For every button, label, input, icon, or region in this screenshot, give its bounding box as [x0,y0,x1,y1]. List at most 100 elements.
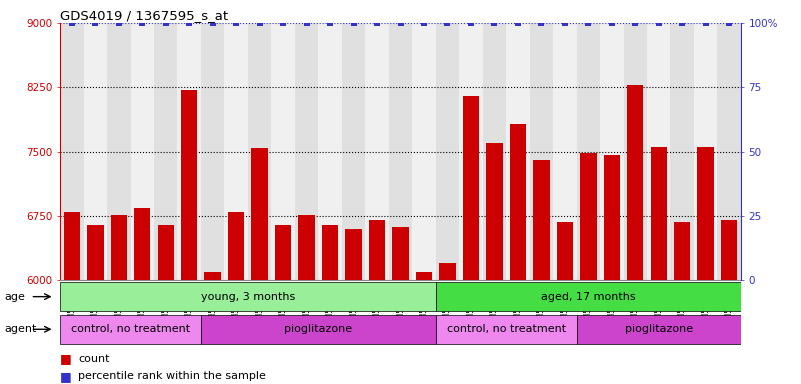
Bar [416,272,433,280]
Point [652,20,665,26]
Point [371,20,384,26]
Bar [463,96,479,280]
Point [300,20,313,26]
Point [512,20,525,26]
Text: age: age [4,291,25,302]
Bar [650,147,667,280]
Text: ■: ■ [60,353,72,366]
Bar [204,272,221,280]
Point [276,20,289,26]
Bar [224,23,248,280]
Bar [436,282,741,311]
Bar [60,23,83,280]
Point [441,20,454,26]
Bar [178,23,201,280]
Point [394,20,407,26]
Bar [486,143,503,280]
Bar [181,90,197,280]
Point [136,20,149,26]
Point [324,20,336,26]
Bar [647,23,670,280]
Bar [623,23,647,280]
Bar [134,208,151,280]
Point [347,20,360,26]
Bar [131,23,154,280]
Bar [201,314,436,344]
Point [465,20,477,26]
Text: agent: agent [4,324,36,334]
Bar [674,222,690,280]
Bar [368,220,385,280]
Point [629,20,642,26]
Bar [604,155,620,280]
Bar [158,225,174,280]
Bar [107,23,131,280]
Bar [557,222,573,280]
Bar [248,23,272,280]
Text: GDS4019 / 1367595_s_at: GDS4019 / 1367595_s_at [60,9,228,22]
Point [230,20,243,26]
Text: young, 3 months: young, 3 months [201,291,295,302]
Bar [483,23,506,280]
Bar [295,23,318,280]
Bar [60,314,201,344]
Bar [413,23,436,280]
Text: count: count [78,354,110,364]
Bar [580,153,597,280]
Bar [87,225,103,280]
Bar [600,23,623,280]
Bar [509,124,526,280]
Bar [201,23,224,280]
Text: ■: ■ [60,370,72,383]
Bar [718,23,741,280]
Point [535,20,548,26]
Point [183,20,195,26]
Point [699,20,712,26]
Bar [365,23,388,280]
Bar [577,23,600,280]
Text: control, no treatment: control, no treatment [447,324,566,334]
Bar [529,23,553,280]
Point [159,20,172,26]
Bar [533,160,549,280]
Point [558,20,571,26]
Bar [318,23,342,280]
Bar [83,23,107,280]
Bar [577,314,741,344]
Bar [698,147,714,280]
Point [66,20,78,26]
Text: percentile rank within the sample: percentile rank within the sample [78,371,267,381]
Bar [252,148,268,280]
Bar [228,212,244,280]
Bar [459,23,483,280]
Bar [670,23,694,280]
Bar [721,220,738,280]
Point [253,20,266,26]
Text: pioglitazone: pioglitazone [284,324,352,334]
Bar [154,23,178,280]
Text: pioglitazone: pioglitazone [625,324,693,334]
Point [417,20,430,26]
Bar [63,212,80,280]
Bar [553,23,577,280]
Bar [392,227,409,280]
Bar [298,215,315,280]
Point [582,20,594,26]
Bar [272,23,295,280]
Bar [342,23,365,280]
Bar [436,314,577,344]
Bar [694,23,718,280]
Text: control, no treatment: control, no treatment [71,324,190,334]
Text: aged, 17 months: aged, 17 months [541,291,636,302]
Point [723,20,735,26]
Point [606,20,618,26]
Bar [627,85,643,280]
Bar [388,23,413,280]
Bar [439,263,456,280]
Point [207,20,219,26]
Point [89,20,102,26]
Point [488,20,501,26]
Point [676,20,689,26]
Bar [275,225,292,280]
Point [112,20,125,26]
